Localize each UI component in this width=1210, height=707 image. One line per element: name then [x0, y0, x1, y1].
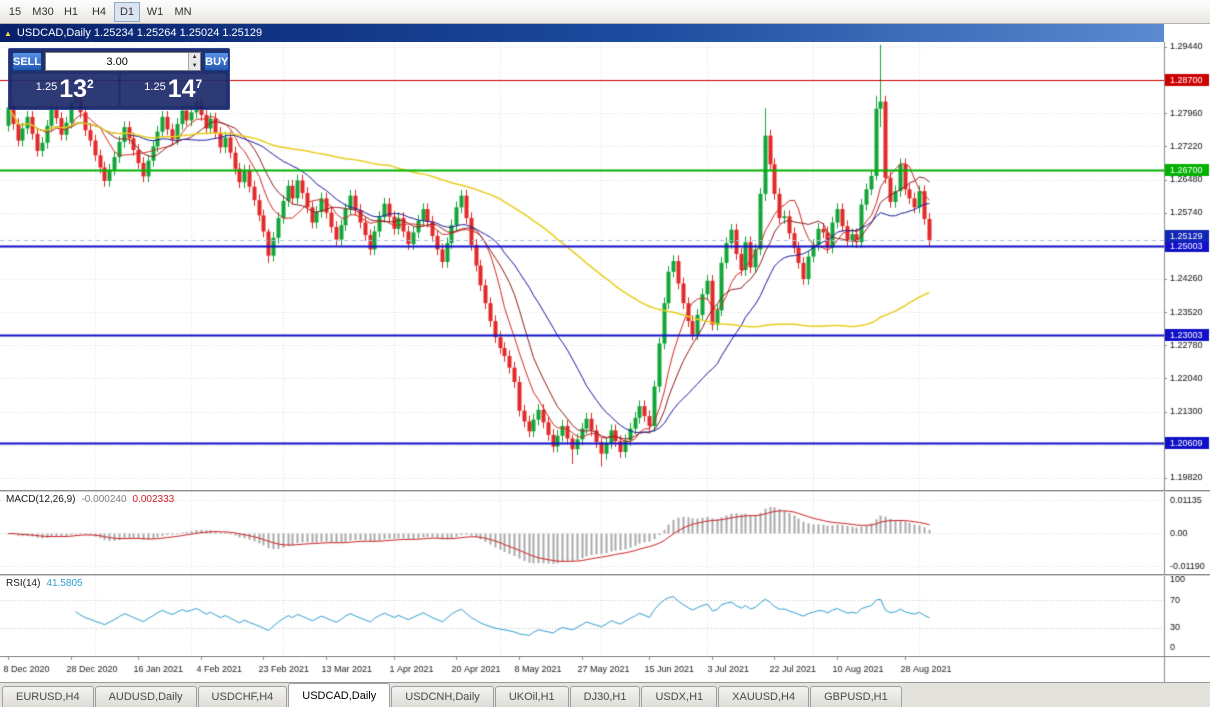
volume-field: ▲ ▼ [45, 52, 202, 71]
sell-button[interactable]: SELL [12, 52, 43, 71]
tab-audusd-daily[interactable]: AUDUSD,Daily [94, 686, 197, 707]
rsi-panel: RSI(14) 41.5805 [0, 576, 1210, 656]
rsi-canvas[interactable] [0, 576, 1210, 656]
buy-price-base: 1.25 [144, 81, 166, 93]
tab-gbpusd-h1[interactable]: GBPUSD,H1 [810, 686, 902, 707]
main-chart-panel: SELL ▲ ▼ BUY 1.25132 1.25147 [0, 42, 1210, 490]
tab-usdcnh-daily[interactable]: USDCNH,Daily [391, 686, 494, 707]
chart-window-icon: ▲ [4, 28, 12, 38]
panel-splitter[interactable] [0, 490, 1210, 492]
buy-price-pips: 14 [167, 75, 196, 103]
sell-price-base: 1.25 [35, 81, 58, 93]
chart-title: USDCAD,Daily 1.25234 1.25264 1.25024 1.2… [16, 27, 263, 39]
tab-usdchf-h4[interactable]: USDCHF,H4 [197, 686, 288, 707]
volume-spinner: ▲ ▼ [188, 53, 201, 70]
sell-price-point: 2 [87, 77, 94, 91]
macd-canvas[interactable] [0, 492, 1210, 574]
volume-decrease-button[interactable]: ▼ [189, 61, 201, 70]
tab-usdcad-daily[interactable]: USDCAD,Daily [288, 683, 391, 707]
timeframe-button-d1[interactable]: D1 [114, 1, 140, 22]
volume-increase-button[interactable]: ▲ [189, 53, 201, 62]
tab-dj30-h1[interactable]: DJ30,H1 [569, 686, 641, 707]
panel-splitter[interactable] [0, 574, 1210, 576]
timeframe-button-15[interactable]: 15 [2, 2, 28, 22]
one-click-trading-panel: SELL ▲ ▼ BUY 1.25132 1.25147 [8, 48, 230, 110]
tab-ukoil-h1[interactable]: UKOil,H1 [494, 686, 569, 707]
timeframe-toolbar: 15 M30 H1 H4 D1 W1 MN [0, 0, 1210, 24]
timeframe-button-h4[interactable]: H4 [86, 2, 112, 22]
timeframe-button-h1[interactable]: H1 [58, 2, 84, 22]
timeframe-button-m30[interactable]: M30 [30, 2, 56, 22]
buy-price-point: 7 [195, 77, 203, 91]
macd-panel: MACD(12,26,9) -0.000240 0.002333 [0, 492, 1210, 574]
date-axis[interactable] [0, 656, 1210, 682]
main-chart-canvas[interactable] [0, 42, 1210, 490]
tab-usdx-h1[interactable]: USDX,H1 [641, 686, 718, 707]
tab-xauusd-h4[interactable]: XAUUSD,H4 [718, 686, 810, 707]
tab-eurusd-h4[interactable]: EURUSD,H4 [2, 686, 94, 707]
buy-button[interactable]: BUY [204, 52, 230, 71]
volume-input[interactable] [46, 53, 189, 70]
sell-price[interactable]: 1.25132 [12, 74, 118, 106]
timeframe-button-w1[interactable]: W1 [142, 2, 168, 22]
chart-title-bar: ▲ USDCAD,Daily 1.25234 1.25264 1.25024 1… [0, 24, 1164, 42]
buy-price[interactable]: 1.25147 [120, 74, 226, 106]
timeframe-button-mn[interactable]: MN [170, 2, 196, 22]
sell-price-pips: 13 [59, 75, 88, 103]
chart-tabs-bar: EURUSD,H4 AUDUSD,Daily USDCHF,H4 USDCAD,… [0, 682, 1210, 707]
